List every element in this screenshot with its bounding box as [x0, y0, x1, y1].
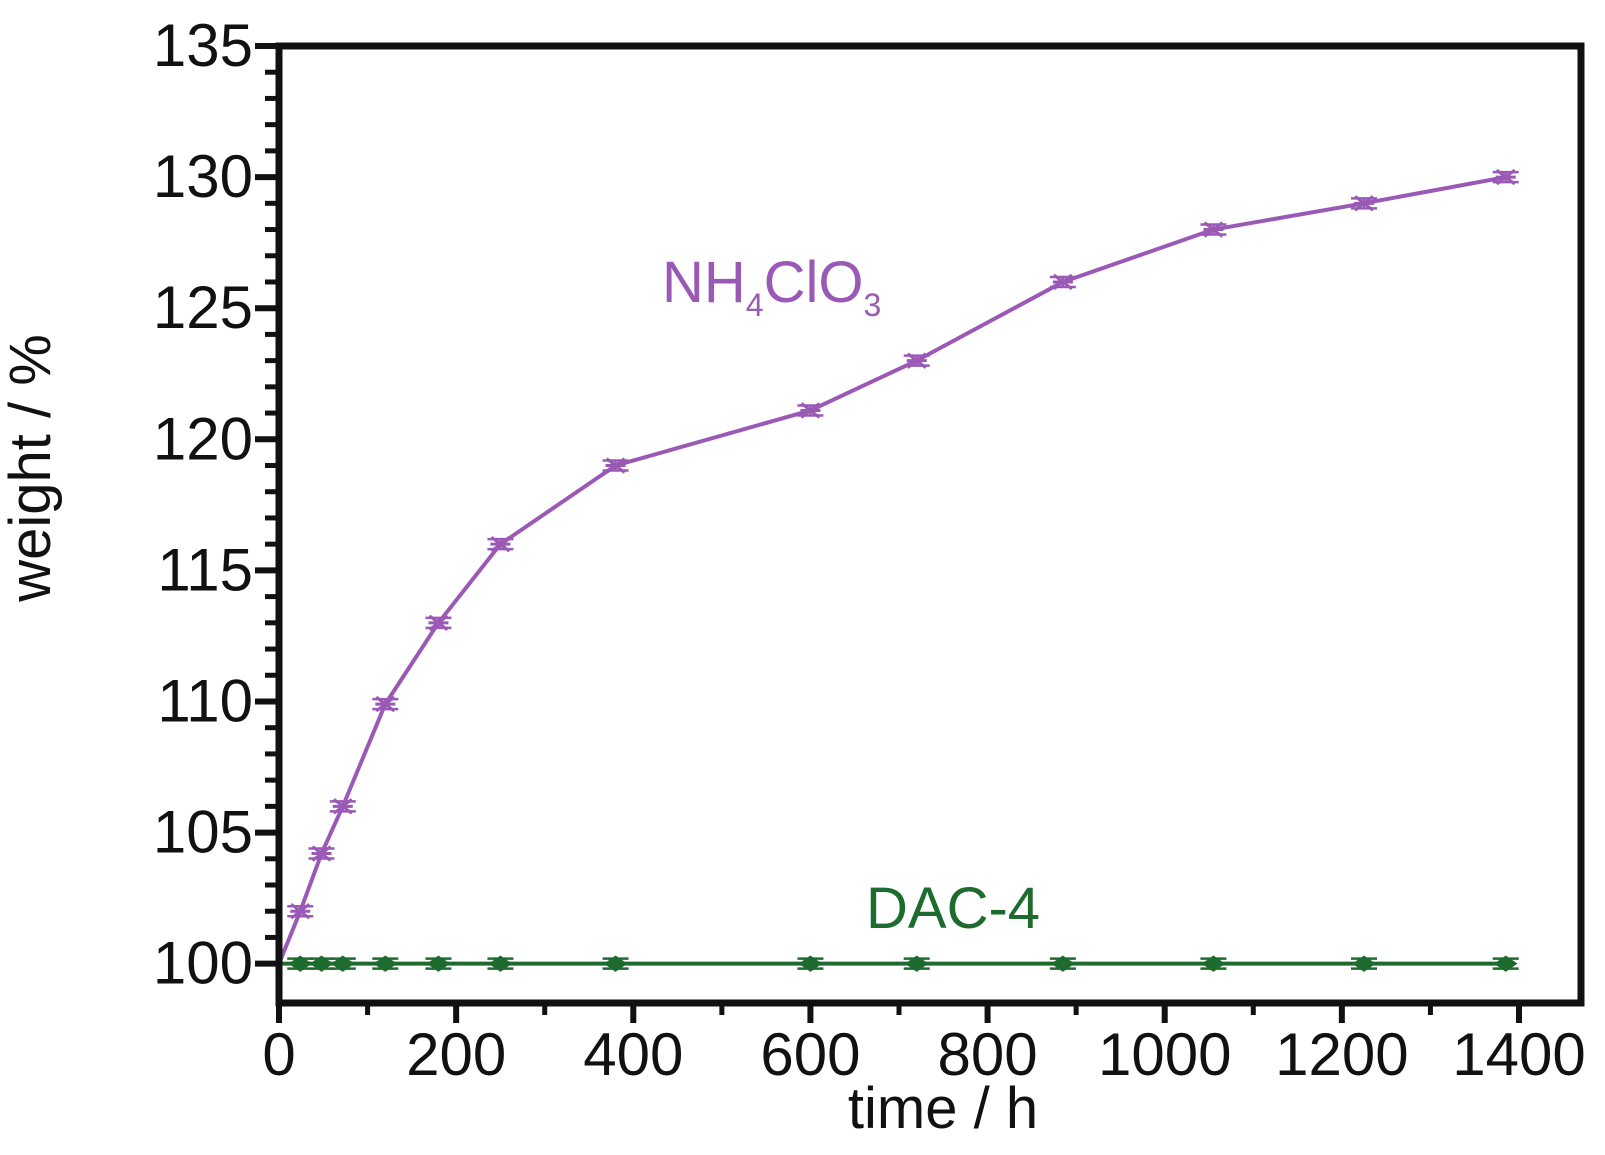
- diamond-marker: [1051, 955, 1075, 972]
- x-tick-label: 1000: [1098, 1021, 1231, 1088]
- data-point: [329, 798, 356, 815]
- plot-frame: [275, 42, 1585, 1007]
- diamond-marker: [426, 955, 451, 972]
- data-point: [425, 955, 452, 972]
- data-point: [372, 955, 399, 972]
- data-point: [602, 457, 629, 474]
- star-marker: [332, 798, 353, 815]
- diamond-marker: [798, 955, 823, 972]
- diamond-marker: [1493, 955, 1518, 972]
- star-marker: [1495, 168, 1516, 186]
- diamond-marker: [331, 955, 355, 972]
- data-point: [903, 352, 930, 369]
- x-tick-label: 1400: [1452, 1021, 1585, 1088]
- diamond-marker: [373, 955, 398, 972]
- x-axis-title: time / h: [848, 1076, 1038, 1141]
- series-label-dac4: DAC-4: [866, 876, 1040, 941]
- x-tick-label: 600: [760, 1021, 860, 1088]
- data-point: [487, 955, 514, 972]
- star-marker: [311, 845, 332, 862]
- x-tick-label: 200: [406, 1021, 506, 1088]
- data-point: [1049, 955, 1076, 972]
- data-point: [372, 695, 399, 713]
- data-point: [487, 535, 514, 553]
- x-tick-label: 800: [938, 1021, 1038, 1088]
- data-point: [287, 903, 314, 920]
- star-marker: [1052, 273, 1073, 291]
- data-point: [329, 955, 356, 972]
- y-tick-label: 125: [153, 274, 253, 341]
- y-tick-label: 110: [157, 667, 253, 734]
- y-tick-label: 120: [153, 405, 253, 472]
- data-point: [797, 955, 824, 972]
- x-tick-label: 0: [262, 1021, 295, 1088]
- data-point: [1351, 195, 1377, 212]
- y-tick-label: 115: [157, 536, 253, 603]
- data-point: [1492, 168, 1519, 186]
- tick-labels: 100 105 110 115 120 125 130 135 0 200 400 600 800 100…: [153, 12, 1586, 1088]
- star-marker: [490, 535, 511, 553]
- data-point: [602, 955, 629, 972]
- y-tick-label: 100: [153, 930, 253, 997]
- data-point: [1492, 955, 1519, 972]
- star-marker: [428, 614, 449, 632]
- diamond-marker: [904, 955, 929, 972]
- series-layer: [277, 168, 1519, 972]
- data-point: [1200, 955, 1227, 972]
- series-line-0: [277, 175, 1507, 965]
- x-tick-label: 1200: [1275, 1021, 1408, 1088]
- star-marker: [1354, 195, 1374, 212]
- diamond-marker: [603, 955, 628, 972]
- star-marker: [375, 695, 396, 713]
- y-tick-label: 105: [153, 799, 253, 866]
- star-marker: [290, 903, 311, 920]
- series-label-nh4clo3: NH4ClO3: [662, 250, 881, 323]
- y-axis-title: weight / %: [0, 334, 63, 603]
- star-marker: [605, 457, 626, 474]
- diamond-marker: [1352, 955, 1376, 972]
- data-point: [903, 955, 930, 972]
- y-tick-label: 130: [153, 143, 253, 210]
- diamond-marker: [488, 955, 513, 972]
- data-point: [797, 402, 824, 419]
- star-marker: [1203, 221, 1224, 238]
- data-point: [1049, 273, 1076, 291]
- star-marker: [800, 402, 821, 419]
- data-point: [308, 845, 335, 862]
- x-tick-label: 400: [583, 1021, 683, 1088]
- data-point: [1200, 221, 1227, 238]
- data-point: [425, 614, 452, 632]
- y-tick-label: 135: [153, 12, 253, 79]
- diamond-marker: [1201, 955, 1226, 972]
- data-point: [1351, 955, 1377, 972]
- star-marker: [906, 352, 927, 369]
